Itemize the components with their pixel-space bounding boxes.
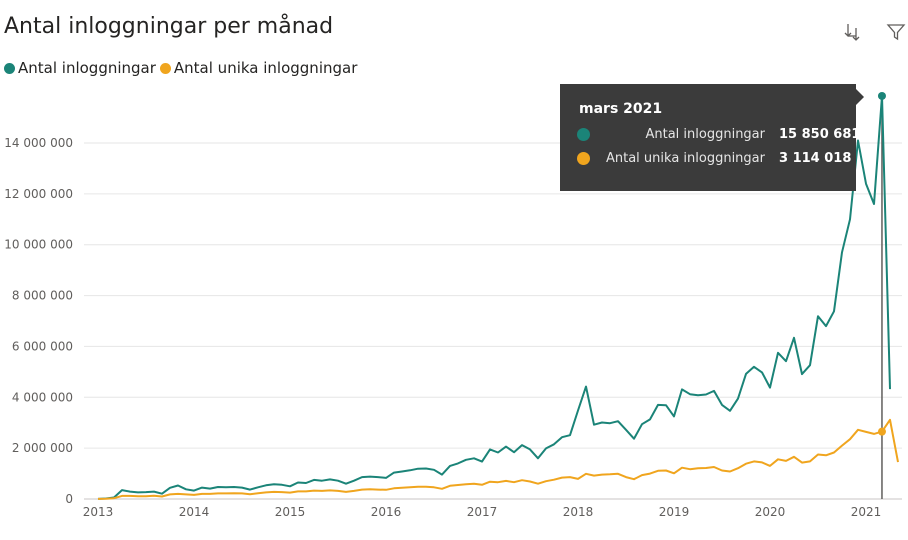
x-tick-label: 2016 (371, 505, 402, 519)
grid-lines (84, 142, 902, 500)
highlight-point-total[interactable] (877, 91, 886, 100)
series-lines (97, 94, 899, 500)
y-tick-label: 2 000 000 (12, 441, 73, 455)
y-tick-label: 6 000 000 (12, 339, 73, 353)
legend-dot-total (4, 62, 15, 74)
y-axis-ticks: 0 2 000 000 4 000 000 6 000 000 8 000 000 10 … (4, 136, 73, 506)
x-tick-label: 2018 (563, 505, 594, 519)
y-tick-label: 0 (65, 492, 73, 506)
chart-legend: Antal inloggningar Antal unika inloggnin… (4, 59, 361, 77)
x-tick-label: 2014 (179, 505, 210, 519)
y-tick-label: 8 000 000 (12, 289, 73, 303)
tooltip-dot-unique (577, 152, 590, 165)
legend-item-unique[interactable]: Antal unika inloggningar (159, 59, 358, 77)
drill-down-icon[interactable] (840, 20, 864, 44)
series-line-unique[interactable] (97, 418, 899, 500)
tooltip-dot-total (577, 128, 590, 141)
legend-dot-unique (159, 62, 171, 74)
tooltip-row-unique: Antal unika inloggningar 3 114 018 (577, 151, 852, 166)
y-tick-label: 12 000 000 (4, 187, 73, 201)
x-axis-ticks: 2013 2014 2015 2016 2017 2018 2019 2020 2021 (83, 505, 882, 519)
legend-label-unique: Antal unika inloggningar (173, 59, 358, 77)
y-tick-label: 4 000 000 (12, 390, 73, 404)
highlight-point-unique[interactable] (877, 427, 886, 436)
tooltip-value-total: 15 850 681 (779, 127, 861, 142)
y-tick-label: 14 000 000 (4, 136, 73, 150)
x-tick-label: 2017 (467, 505, 498, 519)
x-tick-label: 2013 (83, 505, 114, 519)
tooltip: mars 2021 Antal inloggningar 15 850 681 … (560, 84, 861, 191)
chart-title: Antal inloggningar per månad (4, 14, 334, 39)
y-tick-label: 10 000 000 (4, 238, 73, 252)
tooltip-name-unique: Antal unika inloggningar (605, 151, 765, 166)
legend-label-total: Antal inloggningar (18, 59, 156, 77)
highlight-points (877, 91, 886, 436)
series-line-total[interactable] (97, 94, 891, 500)
x-tick-label: 2015 (275, 505, 306, 519)
filter-icon[interactable] (884, 20, 908, 44)
tooltip-arrow (856, 89, 864, 105)
tooltip-row-total: Antal inloggningar 15 850 681 (577, 127, 861, 142)
legend-item-total[interactable]: Antal inloggningar (4, 59, 156, 77)
tooltip-date: mars 2021 (579, 101, 663, 117)
x-tick-label: 2021 (851, 505, 882, 519)
x-tick-label: 2020 (755, 505, 786, 519)
tooltip-name-total: Antal inloggningar (645, 127, 765, 142)
tooltip-value-unique: 3 114 018 (779, 151, 852, 166)
x-tick-label: 2019 (659, 505, 690, 519)
